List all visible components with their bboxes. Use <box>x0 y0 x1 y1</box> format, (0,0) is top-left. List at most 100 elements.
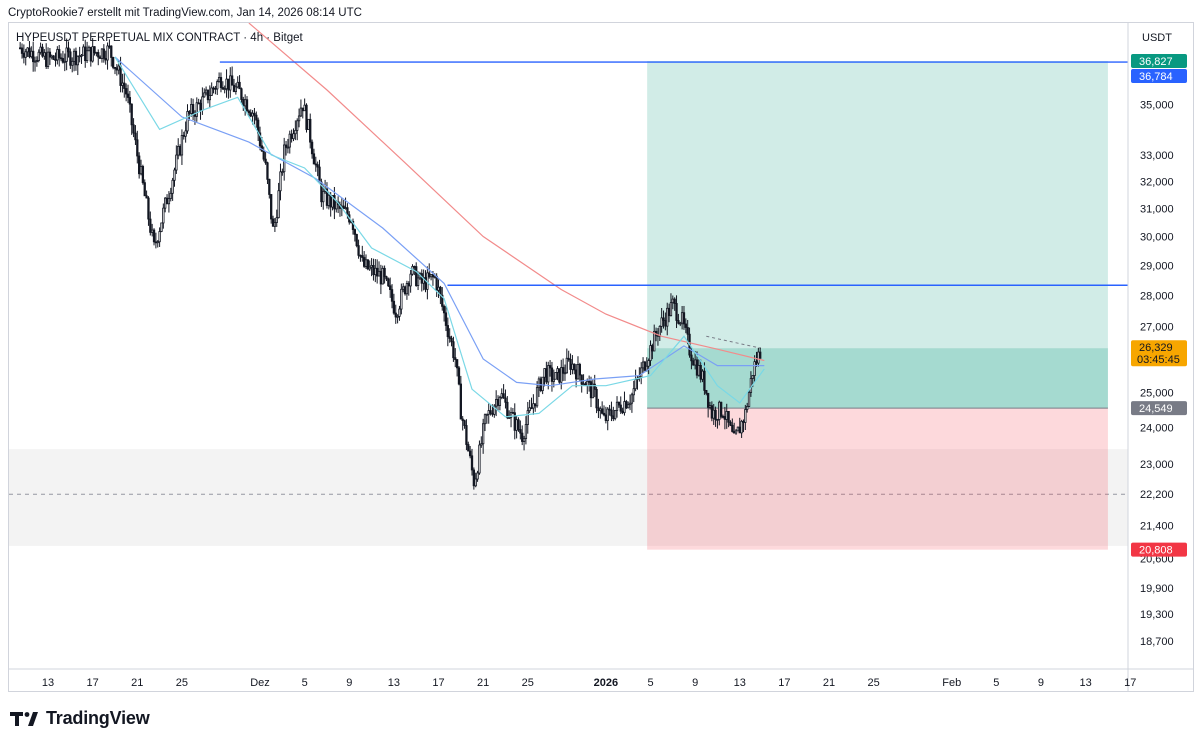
x-tick-label-12: 5 <box>647 677 653 689</box>
position-stop-zone[interactable] <box>647 408 1108 550</box>
candle-body-97 <box>199 102 202 111</box>
candle-body-133 <box>266 162 269 180</box>
candle-body-24 <box>63 60 66 63</box>
candle-body-198 <box>387 278 390 287</box>
candle-body-40 <box>93 46 96 54</box>
candle-body-392 <box>747 392 751 407</box>
candle-body-379 <box>723 416 727 420</box>
x-tick-label-13: 9 <box>692 677 698 689</box>
candle-body-0 <box>19 47 22 50</box>
price-tag-4[interactable] <box>1131 542 1187 557</box>
moving-average-2 <box>114 56 765 387</box>
candle-body-152 <box>301 107 304 112</box>
price-tag-3[interactable] <box>1131 401 1187 416</box>
candle-body-206 <box>402 286 405 290</box>
currency-label[interactable]: USDT <box>1142 32 1172 44</box>
symbol-label[interactable]: HYPEUSDT PERPETUAL MIX CONTRACT · 4h · B… <box>16 32 304 44</box>
candle-body-163 <box>322 191 325 203</box>
candle-body-99 <box>203 92 206 98</box>
candle-body-127 <box>255 114 258 121</box>
candle-body-245 <box>474 478 477 487</box>
candle-body-50 <box>111 57 115 68</box>
candle-body-72 <box>152 229 156 243</box>
candle-body-56 <box>123 82 126 89</box>
candle-body-322 <box>617 401 621 406</box>
y-tick-label-9: 24,000 <box>1140 423 1174 435</box>
candle-body-20 <box>56 49 59 61</box>
x-tick-label-19: 5 <box>993 677 999 689</box>
candle-body-263 <box>508 416 511 419</box>
candle-body-382 <box>729 421 732 426</box>
candle-body-65 <box>139 166 143 175</box>
candle-body-386 <box>736 426 740 432</box>
candle-body-255 <box>493 405 496 415</box>
candle-body-14 <box>45 52 48 67</box>
candle-body-79 <box>165 197 169 205</box>
x-tick-label-11: 2026 <box>594 677 618 689</box>
candle-body-83 <box>173 169 176 181</box>
candle-body-51 <box>113 67 117 69</box>
candle-body-254 <box>491 412 494 415</box>
x-tick-label-18: Feb <box>942 677 961 689</box>
candle-body-109 <box>221 87 224 90</box>
candle-body-228 <box>442 305 446 314</box>
tradingview-footer: TradingView <box>10 708 150 729</box>
candle-body-187 <box>366 259 370 270</box>
price-tag-0[interactable] <box>1131 54 1187 69</box>
candle-body-2 <box>22 53 26 58</box>
candle-body-249 <box>482 423 485 445</box>
candle-body-374 <box>714 409 717 420</box>
candle-body-305 <box>586 380 589 387</box>
candle-body-86 <box>178 145 182 156</box>
candle-body-298 <box>573 363 576 371</box>
candle-body-60 <box>130 103 133 126</box>
x-tick-label-4: Dez <box>250 677 270 689</box>
candle-body-355 <box>679 322 682 325</box>
candle-body-26 <box>67 47 70 53</box>
candle-body-115 <box>232 84 236 92</box>
price-tag-1[interactable] <box>1131 69 1187 84</box>
candle-body-169 <box>333 195 336 210</box>
candle-body-104 <box>212 87 215 90</box>
candle-body-209 <box>407 283 410 287</box>
candle-body-47 <box>106 45 109 61</box>
candle-body-49 <box>110 45 113 58</box>
candle-body-310 <box>595 388 598 409</box>
candle-body-295 <box>567 357 570 360</box>
candle-body-261 <box>504 397 507 403</box>
candle-body-376 <box>718 401 721 420</box>
candle-body-301 <box>578 364 581 376</box>
candle-body-236 <box>457 367 461 385</box>
candle-body-129 <box>258 132 262 147</box>
candle-body-212 <box>413 266 416 268</box>
price-tag-2[interactable] <box>1131 340 1187 367</box>
x-tick-label-7: 13 <box>388 677 400 689</box>
x-tick-label-9: 21 <box>477 677 489 689</box>
candle-body-88 <box>182 134 185 137</box>
candle-body-159 <box>314 163 317 166</box>
candle-body-279 <box>537 378 541 389</box>
candle-body-292 <box>561 367 565 374</box>
price-tag-label-3: 24,549 <box>1139 403 1173 415</box>
candle-body-225 <box>437 286 440 291</box>
price-tag-label-4: 20,808 <box>1139 545 1173 557</box>
candle-body-197 <box>385 276 388 280</box>
candle-body-8 <box>33 60 37 63</box>
candle-body-103 <box>210 87 213 96</box>
candle-body-107 <box>217 77 221 82</box>
candle-body-85 <box>177 145 180 156</box>
candle-body-346 <box>662 317 665 321</box>
candle-body-136 <box>271 218 275 227</box>
candle-body-31 <box>76 55 79 66</box>
candle-body-27 <box>69 51 72 66</box>
price-tag-label-1: 36,784 <box>1139 71 1173 83</box>
candle-body-59 <box>128 97 132 105</box>
candle-body-135 <box>270 194 273 220</box>
candle-body-237 <box>459 383 462 420</box>
candle-body-361 <box>690 354 693 362</box>
candle-body-281 <box>541 376 544 391</box>
candle-body-282 <box>543 368 546 378</box>
candle-body-302 <box>580 374 583 385</box>
candle-body-387 <box>738 426 741 434</box>
